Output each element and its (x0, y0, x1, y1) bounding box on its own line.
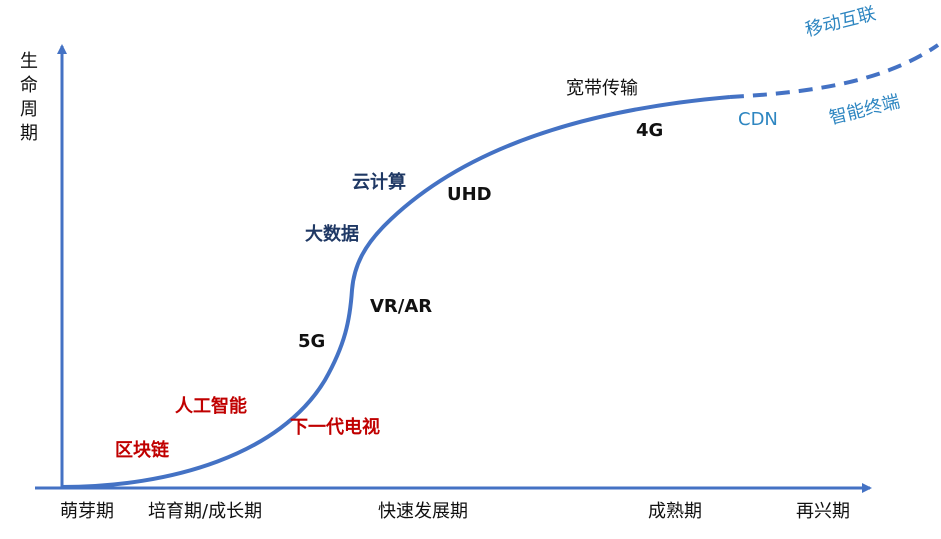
label-cloud: 云计算 (352, 172, 406, 193)
label-cdn: CDN (738, 109, 778, 130)
label-4g: 4G (636, 120, 664, 141)
lifecycle-curve-dashed (729, 43, 940, 99)
phase-growth: 培育期/成长期 (148, 501, 263, 522)
phase-rapid: 快速发展期 (378, 501, 468, 522)
label-uhd: UHD (447, 184, 492, 205)
label-5g: 5G (298, 331, 326, 352)
lifecycle-curve (61, 95, 731, 489)
label-ai: 人工智能 (175, 396, 247, 417)
label-next-gen-tv: 下一代电视 (290, 417, 380, 438)
label-vr-ar: VR/AR (370, 296, 433, 317)
phase-mature: 成熟期 (648, 501, 702, 522)
y-axis-title: 生命周期 (20, 51, 38, 144)
label-broadband: 宽带传输 (566, 78, 638, 99)
phase-embryonic: 萌芽期 (60, 501, 114, 522)
phase-resurgence: 再兴期 (796, 501, 850, 522)
label-blockchain: 区块链 (115, 440, 169, 461)
label-big-data: 大数据 (305, 224, 359, 245)
